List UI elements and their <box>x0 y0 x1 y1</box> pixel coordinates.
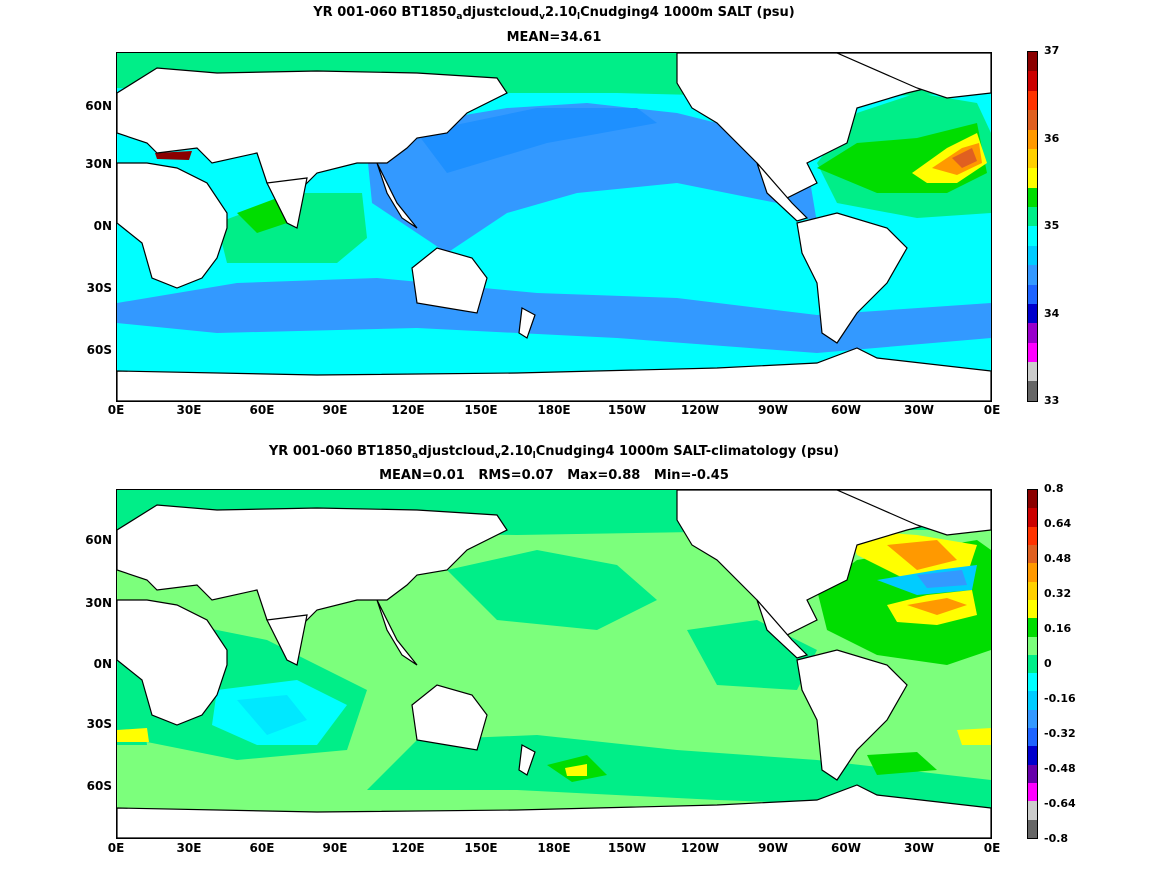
panel2-cbar-label-6: -0.16 <box>1044 692 1076 705</box>
panel1-xtick-7: 150W <box>607 403 647 417</box>
panel1-cbar-label-34: 34 <box>1044 307 1060 320</box>
panel1-ytick-30n: 30N <box>85 157 112 171</box>
panel2-cbar-label-9: -0.64 <box>1044 797 1076 810</box>
colorbar-swatch <box>1028 284 1037 304</box>
panel2-xtick-1: 30E <box>176 841 202 855</box>
panel1-map <box>116 52 992 402</box>
panel2-xtick-6: 180E <box>537 841 571 855</box>
colorbar-swatch <box>1028 801 1037 820</box>
colorbar-swatch <box>1028 728 1037 747</box>
panel2-xtick-8: 120W <box>680 841 720 855</box>
panel1-xtick-5: 150E <box>464 403 498 417</box>
panel2-xtick-10: 60W <box>831 841 861 855</box>
colorbar-swatch <box>1028 618 1037 637</box>
colorbar-swatch <box>1028 526 1037 545</box>
panel2-xtick-7: 150W <box>607 841 647 855</box>
colorbar-swatch <box>1028 764 1037 783</box>
panel1-ytick-0n: 0N <box>93 219 112 233</box>
panel1-xtick-3: 90E <box>322 403 348 417</box>
panel2-ytick-60s: 60S <box>86 779 112 793</box>
panel1-cbar-label-35: 35 <box>1044 219 1060 232</box>
panel1-xtick-4: 120E <box>391 403 425 417</box>
panel2-cbar-label-3: 0.32 <box>1044 587 1072 600</box>
colorbar-swatch <box>1028 245 1037 266</box>
panel2-cbar-label-0: 0.8 <box>1044 482 1064 495</box>
colorbar-swatch <box>1028 691 1037 710</box>
panel2-ytick-60n: 60N <box>85 533 112 547</box>
colorbar-swatch <box>1028 563 1037 582</box>
panel2-ytick-0n: 0N <box>93 657 112 671</box>
panel1-ytick-30s: 30S <box>86 281 112 295</box>
panel1-subtitle: MEAN=34.61 <box>506 30 602 45</box>
panel1-cbar-label-33: 33 <box>1044 394 1060 407</box>
panel1-xtick-1: 30E <box>176 403 202 417</box>
panel2-xtick-12: 0E <box>983 841 1001 855</box>
colorbar-swatch <box>1028 709 1037 729</box>
panel2-map <box>116 489 992 839</box>
colorbar-swatch <box>1028 783 1037 802</box>
colorbar-swatch <box>1028 71 1037 91</box>
colorbar-swatch <box>1028 544 1037 564</box>
colorbar-swatch <box>1028 508 1037 527</box>
colorbar-swatch <box>1028 362 1037 382</box>
colorbar-swatch <box>1028 381 1037 401</box>
panel1-colorbar <box>1027 51 1038 402</box>
panel1-xtick-2: 60E <box>249 403 275 417</box>
panel1-xtick-11: 30W <box>904 403 934 417</box>
colorbar-swatch <box>1028 342 1037 362</box>
panel1-ytick-60n: 60N <box>85 99 112 113</box>
panel2-subtitle: MEAN=0.01 RMS=0.07 Max=0.88 Min=-0.45 <box>379 468 729 483</box>
panel2-cbar-label-1: 0.64 <box>1044 517 1072 530</box>
panel2-xtick-9: 90W <box>758 841 788 855</box>
panel1-xtick-0: 0E <box>107 403 125 417</box>
panel2-xtick-11: 30W <box>904 841 934 855</box>
panel2-ytick-30n: 30N <box>85 596 112 610</box>
colorbar-swatch <box>1028 90 1037 111</box>
panel1-title: YR 001-060 BT1850adjustcloudv2.10lCnudgi… <box>313 5 795 22</box>
panel1-cbar-label-36: 36 <box>1044 132 1060 145</box>
panel1-xtick-9: 90W <box>758 403 788 417</box>
panel1-xtick-12: 0E <box>983 403 1001 417</box>
panel2-xtick-2: 60E <box>249 841 275 855</box>
panel1-xtick-6: 180E <box>537 403 571 417</box>
panel2-cbar-label-2: 0.48 <box>1044 552 1072 565</box>
panel2-xtick-0: 0E <box>107 841 125 855</box>
colorbar-swatch <box>1028 129 1037 149</box>
colorbar-swatch <box>1028 226 1037 246</box>
colorbar-swatch <box>1028 303 1037 324</box>
panel2-cbar-label-5: 0 <box>1044 657 1052 670</box>
panel2-xtick-3: 90E <box>322 841 348 855</box>
colorbar-swatch <box>1028 599 1037 619</box>
colorbar-swatch <box>1028 654 1037 674</box>
panel2-ytick-30s: 30S <box>86 717 112 731</box>
panel1-xtick-10: 60W <box>831 403 861 417</box>
panel2-xtick-4: 120E <box>391 841 425 855</box>
colorbar-swatch <box>1028 673 1037 692</box>
panel1-ytick-60s: 60S <box>86 343 112 357</box>
panel2-cbar-label-8: -0.48 <box>1044 762 1076 775</box>
colorbar-swatch <box>1028 581 1037 600</box>
panel2-cbar-label-10: -0.8 <box>1044 832 1069 845</box>
colorbar-swatch <box>1028 636 1037 655</box>
colorbar-swatch <box>1028 746 1037 765</box>
colorbar-swatch <box>1028 207 1037 227</box>
colorbar-swatch <box>1028 148 1037 169</box>
colorbar-swatch <box>1028 265 1037 285</box>
colorbar-swatch <box>1028 819 1037 838</box>
colorbar-swatch <box>1028 187 1037 207</box>
colorbar-swatch <box>1028 323 1037 343</box>
colorbar-swatch <box>1028 490 1037 509</box>
panel2-cbar-label-7: -0.32 <box>1044 727 1076 740</box>
panel1-xtick-8: 120W <box>680 403 720 417</box>
colorbar-swatch <box>1028 52 1037 72</box>
panel2-xtick-5: 150E <box>464 841 498 855</box>
panel1-cbar-label-37: 37 <box>1044 44 1060 57</box>
colorbar-swatch <box>1028 110 1037 130</box>
colorbar-swatch <box>1028 168 1037 188</box>
panel2-title: YR 001-060 BT1850adjustcloudv2.10lCnudgi… <box>268 444 840 461</box>
panel2-cbar-label-4: 0.16 <box>1044 622 1072 635</box>
panel2-colorbar <box>1027 489 1038 839</box>
